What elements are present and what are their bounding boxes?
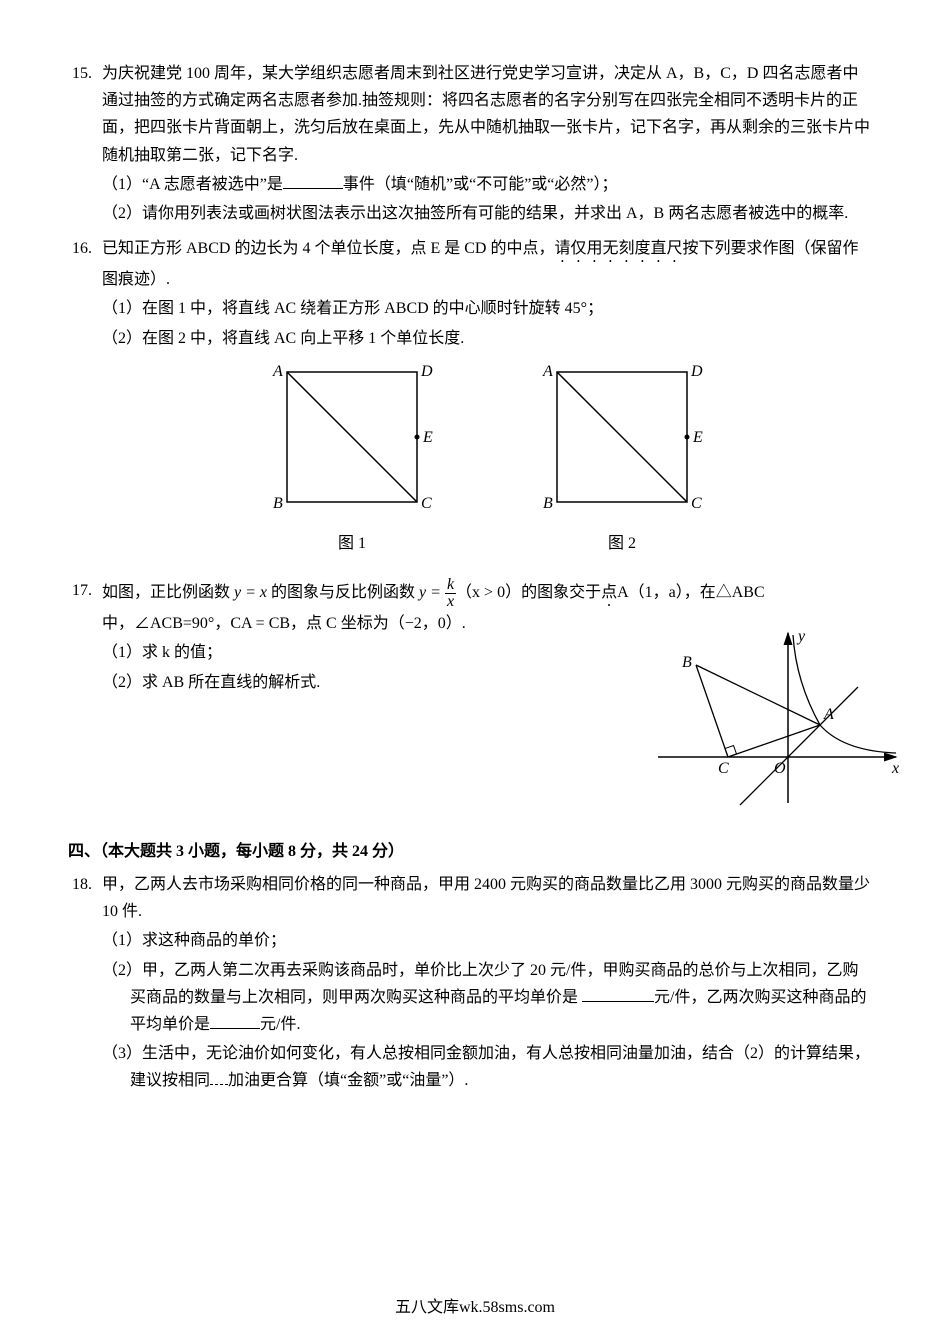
label-B: B [273, 495, 283, 512]
blank-avg-price-jia[interactable] [582, 986, 654, 1002]
axis-y-label: y [796, 628, 806, 645]
blank-event-type[interactable] [283, 173, 343, 189]
figure-2: A D B C E 图 2 [537, 362, 707, 557]
q17-c: （x > 0）的图象交于 [456, 584, 601, 601]
q17-yx: y = x [234, 584, 267, 601]
label-E2: E [692, 429, 703, 446]
axis-x-label: x [891, 760, 899, 777]
q15-body: 为庆祝建党 100 周年，某大学组织志愿者周末到社区进行党史学习宣讲，决定从 A… [102, 60, 872, 227]
point-C-label: C [718, 760, 729, 777]
figure-1: A D B C E 图 1 [267, 362, 437, 557]
q18-sub1: （1）求这种商品的单价； [102, 927, 872, 954]
fig1-caption: 图 1 [267, 530, 437, 557]
question-18: 18. 甲，乙两人去市场采购相同价格的同一种商品，甲用 2400 元购买的商品数… [68, 871, 882, 1095]
q15-sub1: （1）“A 志愿者被选中”是 事件（填“随机”或“不可能”或“必然”）； [102, 171, 872, 198]
q16-sub2: （2）在图 2 中，将直线 AC 向上平移 1 个单位长度. [102, 325, 872, 352]
square-diagram-1: A D B C E [267, 362, 437, 517]
square-diagram-2: A D B C E [537, 362, 707, 517]
q18-text: 甲，乙两人去市场采购相同价格的同一种商品，甲用 2400 元购买的商品数量比乙用… [102, 876, 870, 920]
q16-body: 已知正方形 ABCD 的边长为 4 个单位长度，点 E 是 CD 的中点，请仅用… [102, 235, 872, 569]
blank-avg-price-yi[interactable] [210, 1013, 260, 1029]
graph-diagram: y x O A B C [648, 627, 908, 817]
q16-text-a: 已知正方形 ABCD 的边长为 4 个单位长度，点 E 是 CD 的中点， [102, 240, 554, 257]
section-4-heading: 四、（本大题共 3 小题，每小题 8 分，共 24 分） [68, 838, 882, 865]
origin-label: O [774, 760, 786, 777]
label-E: E [422, 429, 433, 446]
label-A2: A [542, 363, 553, 380]
label-A: A [272, 363, 283, 380]
q16-num: 16. [68, 235, 92, 262]
q16-sub1: （1）在图 1 中，将直线 AC 绕着正方形 ABCD 的中心顺时针旋转 45°… [102, 295, 872, 322]
question-17: 17. 如图，正比例函数 y = x 的图象与反比例函数 y = kx（x > … [68, 577, 882, 696]
question-15: 15. 为庆祝建党 100 周年，某大学组织志愿者周末到社区进行党史学习宣讲，决… [68, 60, 882, 227]
point-B-label: B [682, 654, 692, 671]
q17-a: 如图，正比例函数 [102, 584, 234, 601]
label-D2: D [690, 363, 703, 380]
q17-b: 的图象与反比例函数 [267, 584, 419, 601]
q18-sub2: （2）甲，乙两人第二次再去采购该商品时，单价比上次少了 20 元/件，甲购买商品… [102, 957, 872, 1039]
q18-body: 甲，乙两人去市场采购相同价格的同一种商品，甲用 2400 元购买的商品数量比乙用… [102, 871, 872, 1095]
fraction-k-over-x: kx [445, 577, 456, 610]
frac-num: k [445, 577, 456, 594]
label-B2: B [543, 495, 553, 512]
q15-s1b: 事件（填“随机”或“不可能”或“必然”）； [343, 176, 618, 193]
question-16: 16. 已知正方形 ABCD 的边长为 4 个单位长度，点 E 是 CD 的中点… [68, 235, 882, 569]
label-C: C [421, 495, 432, 512]
q18-s2c: 元/件. [260, 1016, 300, 1033]
q18-s3b: 加油更合算（填“金额”或“油量”）. [228, 1072, 468, 1089]
q16-figures: A D B C E 图 1 A D B C E [102, 362, 872, 557]
frac-den: x [445, 594, 456, 610]
q16-em: 请仅用无刻度直尺 [554, 240, 682, 257]
q17-em1: 点 [601, 584, 617, 601]
page-footer: 五八文库wk.58sms.com [68, 1294, 882, 1321]
point-A-label: A [823, 706, 834, 723]
q15-num: 15. [68, 60, 92, 87]
fig2-caption: 图 2 [537, 530, 707, 557]
label-D: D [420, 363, 433, 380]
q17-c2: A（1，a），在△ABC [617, 584, 765, 601]
q15-text: 为庆祝建党 100 周年，某大学组织志愿者周末到社区进行党史学习宣讲，决定从 A… [102, 65, 870, 164]
q15-s1a: （1）“A 志愿者被选中”是 [102, 176, 283, 193]
q17-ykx-pre: y = [419, 584, 445, 601]
q18-num: 18. [68, 871, 92, 898]
q17-num: 17. [68, 577, 92, 604]
label-C2: C [691, 495, 702, 512]
q18-sub3: （3）生活中，无论油价如何变化，有人总按相同金额加油，有人总按相同油量加油，结合… [102, 1040, 872, 1094]
blank-same-what[interactable] [210, 1069, 228, 1085]
q15-sub2: （2）请你用列表法或画树状图法表示出这次抽签所有可能的结果，并求出 A，B 两名… [102, 200, 872, 227]
